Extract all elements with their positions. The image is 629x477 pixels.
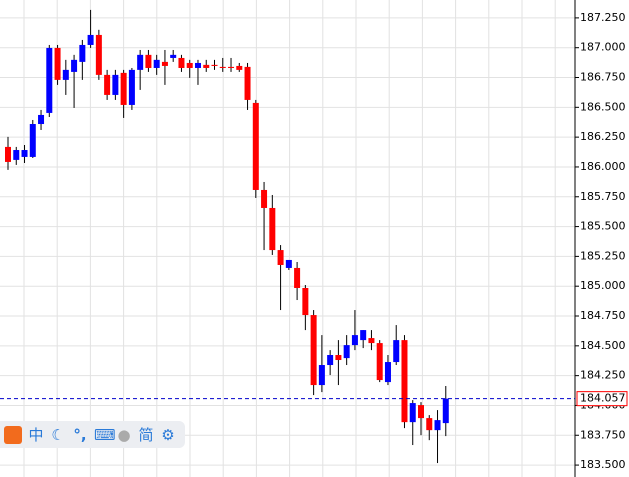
candle-body bbox=[203, 64, 210, 68]
toolbar: 中 ☾ °, ⌨ ● 简 ⚙ bbox=[0, 421, 185, 448]
candle-body bbox=[211, 64, 218, 66]
candle-body bbox=[87, 34, 94, 45]
logo-icon[interactable] bbox=[4, 425, 22, 444]
candle-body bbox=[71, 59, 78, 72]
settings-icon[interactable]: ⚙ bbox=[161, 425, 175, 444]
candle-body bbox=[434, 420, 441, 431]
candle-body bbox=[335, 355, 342, 361]
y-tick-label: 184.500 bbox=[580, 339, 626, 352]
punct-icon[interactable]: °, bbox=[73, 425, 87, 444]
candle-body bbox=[409, 403, 416, 423]
candle-body bbox=[145, 54, 152, 68]
candle-body bbox=[46, 47, 53, 113]
candle-body bbox=[219, 66, 226, 68]
candle-body bbox=[21, 150, 28, 157]
candle-body bbox=[285, 259, 292, 268]
y-tick-label: 186.750 bbox=[580, 71, 626, 84]
y-tick-label: 183.750 bbox=[580, 428, 626, 441]
candle-body bbox=[95, 34, 102, 75]
candle-body bbox=[351, 335, 358, 346]
candle-body bbox=[393, 340, 400, 363]
candle-body bbox=[269, 207, 276, 251]
user-icon[interactable]: ● bbox=[117, 425, 131, 444]
candle-body bbox=[161, 61, 168, 66]
candle-body bbox=[128, 69, 135, 105]
candle-body bbox=[261, 189, 268, 208]
candle-body bbox=[252, 102, 259, 190]
candle-body bbox=[277, 250, 284, 265]
candle-body bbox=[310, 315, 317, 386]
y-tick-label: 185.500 bbox=[580, 220, 626, 233]
moon-icon[interactable]: ☾ bbox=[51, 425, 65, 444]
candle-body bbox=[153, 59, 160, 68]
candle-body bbox=[302, 287, 309, 316]
candle-body bbox=[228, 66, 235, 68]
candle-body bbox=[244, 66, 251, 100]
candle-body bbox=[426, 418, 433, 431]
y-tick-label: 185.000 bbox=[580, 279, 626, 292]
y-tick-label: 184.750 bbox=[580, 309, 626, 322]
candle-body bbox=[418, 405, 424, 419]
candle-body bbox=[194, 62, 201, 68]
candle-body bbox=[120, 72, 127, 105]
candle-body bbox=[327, 355, 334, 366]
candle-body bbox=[38, 114, 45, 125]
candle-body bbox=[294, 267, 301, 288]
chinese-input[interactable]: 中 bbox=[28, 426, 44, 444]
candle-body bbox=[384, 362, 391, 383]
candle-body bbox=[343, 345, 350, 359]
candle-body bbox=[29, 124, 36, 157]
candle-body bbox=[236, 65, 243, 70]
candle-body bbox=[186, 62, 193, 68]
candle-body bbox=[137, 54, 144, 70]
y-tick-label: 187.250 bbox=[580, 11, 626, 24]
candle-body bbox=[376, 343, 383, 381]
candle-body bbox=[54, 47, 61, 80]
candle-body bbox=[318, 365, 325, 386]
candle-body bbox=[112, 74, 119, 95]
candle-body bbox=[360, 330, 367, 341]
simplified-toggle[interactable]: 简 bbox=[138, 426, 154, 444]
y-tick-label: 185.250 bbox=[580, 249, 626, 262]
y-tick-label: 187.000 bbox=[580, 41, 626, 54]
y-tick-label: 186.250 bbox=[580, 130, 626, 143]
y-tick-label: 183.500 bbox=[580, 458, 626, 471]
candle-body bbox=[104, 74, 111, 95]
candle-body bbox=[442, 398, 449, 424]
keyboard-icon[interactable]: ⌨ bbox=[94, 425, 116, 444]
y-tick-label: 185.750 bbox=[580, 190, 626, 203]
candle-body bbox=[178, 57, 185, 68]
candle-body bbox=[62, 69, 69, 80]
candle-body bbox=[401, 340, 408, 423]
y-tick-label: 186.500 bbox=[580, 100, 626, 113]
candle-body bbox=[13, 150, 20, 160]
candle-body bbox=[170, 54, 177, 58]
last-price-label: 184.057 bbox=[580, 392, 626, 405]
last-price-box bbox=[576, 391, 628, 407]
candle-body bbox=[368, 338, 375, 344]
y-tick-label: 184.250 bbox=[580, 369, 626, 382]
y-tick-label: 186.000 bbox=[580, 160, 626, 173]
candle-body bbox=[5, 146, 11, 162]
candle-body bbox=[79, 44, 86, 62]
